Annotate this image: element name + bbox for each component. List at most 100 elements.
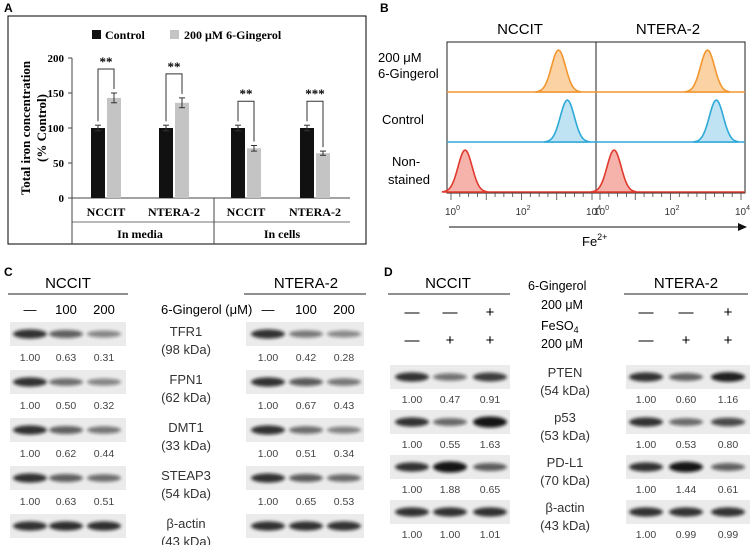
category-label: NCCIT: [87, 205, 126, 219]
blot-band: [87, 521, 121, 531]
tick-exponent: 2: [676, 205, 680, 212]
band-ratio: 0.63: [56, 352, 77, 364]
protein-name: FPN1: [169, 372, 202, 387]
blot-band: [473, 462, 507, 472]
flow-tick-label: 102: [665, 205, 680, 218]
band-ratio: 1.00: [20, 400, 41, 412]
blot-band: [395, 417, 429, 427]
tick-exponent: 0: [605, 205, 609, 212]
blot-band: [13, 377, 47, 387]
y-ticks: 0 50 100 150 200: [48, 53, 72, 205]
significance-marker: **: [100, 54, 113, 69]
feso4-sign: +: [486, 332, 495, 349]
group-label-media: In media: [117, 227, 163, 241]
dose-label: —: [24, 302, 37, 317]
tick-exponent: 2: [527, 205, 531, 212]
band-ratio: 0.80: [718, 439, 739, 451]
band-ratio: 0.61: [718, 484, 739, 496]
gingerol-sign: —: [679, 304, 694, 321]
band-ratio: 0.51: [94, 496, 115, 508]
band-ratio: 1.00: [258, 400, 279, 412]
significance-bracket: [97, 68, 115, 122]
gingerol-sign: +: [486, 304, 495, 321]
band-ratio: 0.28: [334, 352, 355, 364]
histogram-peak: [684, 49, 731, 93]
blot-band: [327, 426, 361, 434]
protein-kda: (70 kDa): [540, 473, 590, 488]
blot-band: [327, 474, 361, 482]
fe-axis-label: Fe2+: [582, 232, 607, 249]
protein-kda: (33 kDa): [161, 438, 211, 453]
gingerol-sign: —: [443, 304, 458, 321]
significance-bracket: [237, 100, 255, 142]
blot-band: [327, 378, 361, 386]
protein-kda: (53 kDa): [540, 428, 590, 443]
protein-name: PTEN: [548, 365, 583, 380]
feso4-sign: —: [405, 332, 420, 349]
blot-cellline-title: NTERA-2: [274, 275, 338, 292]
panel-b-letter: B: [380, 1, 389, 15]
protein-name: STEAP3: [161, 468, 211, 483]
blot-band: [433, 418, 467, 426]
blot-band: [327, 330, 361, 338]
blot-band: [669, 373, 703, 381]
dose-label: 100: [55, 302, 77, 317]
blot-band: [13, 473, 47, 483]
significance-bracket: [165, 73, 183, 122]
fe-label-super: 2+: [597, 232, 607, 242]
legend-swatch-control: [92, 30, 101, 39]
flow-tick-label: 100: [594, 205, 609, 218]
tick-base: 10: [445, 207, 457, 218]
blot-band: [49, 473, 83, 483]
band-ratio: 0.65: [480, 484, 501, 496]
band-ratio: 0.53: [676, 439, 697, 451]
y-tick-label: 150: [48, 88, 65, 100]
blot-band: [49, 329, 83, 339]
blot-band: [87, 474, 121, 482]
band-ratio: 0.60: [676, 394, 697, 406]
band-ratio: 0.43: [334, 400, 355, 412]
blot-band: [289, 473, 323, 483]
blot-band: [669, 507, 703, 517]
y-axis-label-line1: Total iron concentration: [18, 60, 33, 195]
band-ratio: 0.99: [718, 529, 739, 541]
flow-histograms: [441, 49, 745, 193]
blot-band: [13, 521, 47, 531]
blot-band: [87, 378, 121, 386]
blot-band: [433, 507, 467, 517]
band-ratio: 1.88: [440, 484, 461, 496]
blot-band: [49, 521, 83, 531]
band-ratio: 1.00: [258, 352, 279, 364]
blot-band: [711, 417, 745, 427]
band-ratio: 0.53: [334, 496, 355, 508]
band-ratio: 1.16: [718, 394, 739, 406]
dose-label: 100: [295, 302, 317, 317]
significance-brackets: ** **** ***: [97, 54, 325, 148]
band-ratio: 0.63: [56, 496, 77, 508]
y-tick-label: 100: [48, 123, 65, 135]
panel-c-letter: C: [4, 265, 13, 279]
bar: [159, 128, 173, 198]
feso4-sign: —: [639, 332, 654, 349]
treatment-label: FeSO4: [541, 319, 579, 335]
band-ratio: 1.00: [636, 484, 657, 496]
blot-rows: TFR1 (98 kDa) 1.00 0.63 0.31 1.00 0.42 0.28 FPN1…: [10, 322, 364, 545]
blot-band: [289, 426, 323, 434]
bar: [316, 153, 330, 198]
y-axis-label-line2: (% Control): [34, 94, 49, 162]
flow-tick-label: 104: [586, 205, 601, 218]
protein-kda: (54 kDa): [161, 486, 211, 501]
blot-cellline-title: NCCIT: [425, 275, 471, 292]
dose-labels: — 100 200 — 100 200: [24, 302, 355, 317]
protein-kda: (62 kDa): [161, 390, 211, 405]
tick-exponent: 4: [746, 205, 750, 212]
blot-band: [327, 521, 361, 531]
bar: [107, 97, 121, 198]
feso4-sign: +: [446, 332, 455, 349]
y-tick-label: 50: [53, 158, 65, 170]
significance-marker: **: [240, 86, 253, 101]
band-ratio: 0.62: [56, 448, 77, 460]
group-label-cells: In cells: [264, 227, 301, 241]
